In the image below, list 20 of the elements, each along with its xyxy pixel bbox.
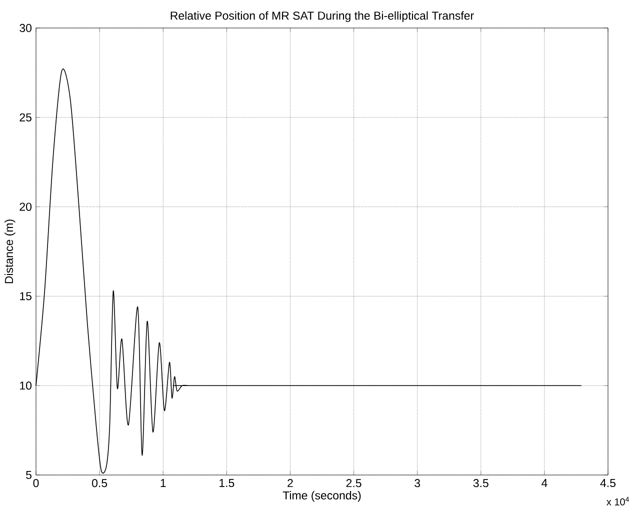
x-tick-label: 4.5 xyxy=(600,479,616,488)
y-tick-label: 25 xyxy=(20,113,32,122)
x-tick-label: 2.5 xyxy=(346,479,362,488)
x-tick-label: 3 xyxy=(414,479,420,488)
x-tick-label: 0.5 xyxy=(92,479,108,488)
x-axis-title: Time (seconds) xyxy=(282,491,361,502)
y-tick-label: 15 xyxy=(20,292,32,300)
chart-title: Relative Position of MR SAT During the Bi-elliptical Transfer xyxy=(170,11,474,22)
x-tick-label: 0 xyxy=(33,479,39,488)
y-axis-title: Distance (m) xyxy=(4,220,16,284)
y-tick-label: 20 xyxy=(20,202,32,211)
x-tick-label: 2 xyxy=(288,479,293,488)
x-tick-label: 1 xyxy=(160,479,166,487)
text: x 10$^{4}$ xyxy=(606,496,630,506)
y-tick-label: 5 xyxy=(26,470,32,480)
x-tick-label: 1.5 xyxy=(220,479,234,488)
y-tick-label: 10 xyxy=(20,382,32,390)
y-tick-label: 30 xyxy=(20,24,32,32)
x-tick-label: 4 xyxy=(542,479,548,487)
x-tick-label: 3.5 xyxy=(473,479,488,488)
